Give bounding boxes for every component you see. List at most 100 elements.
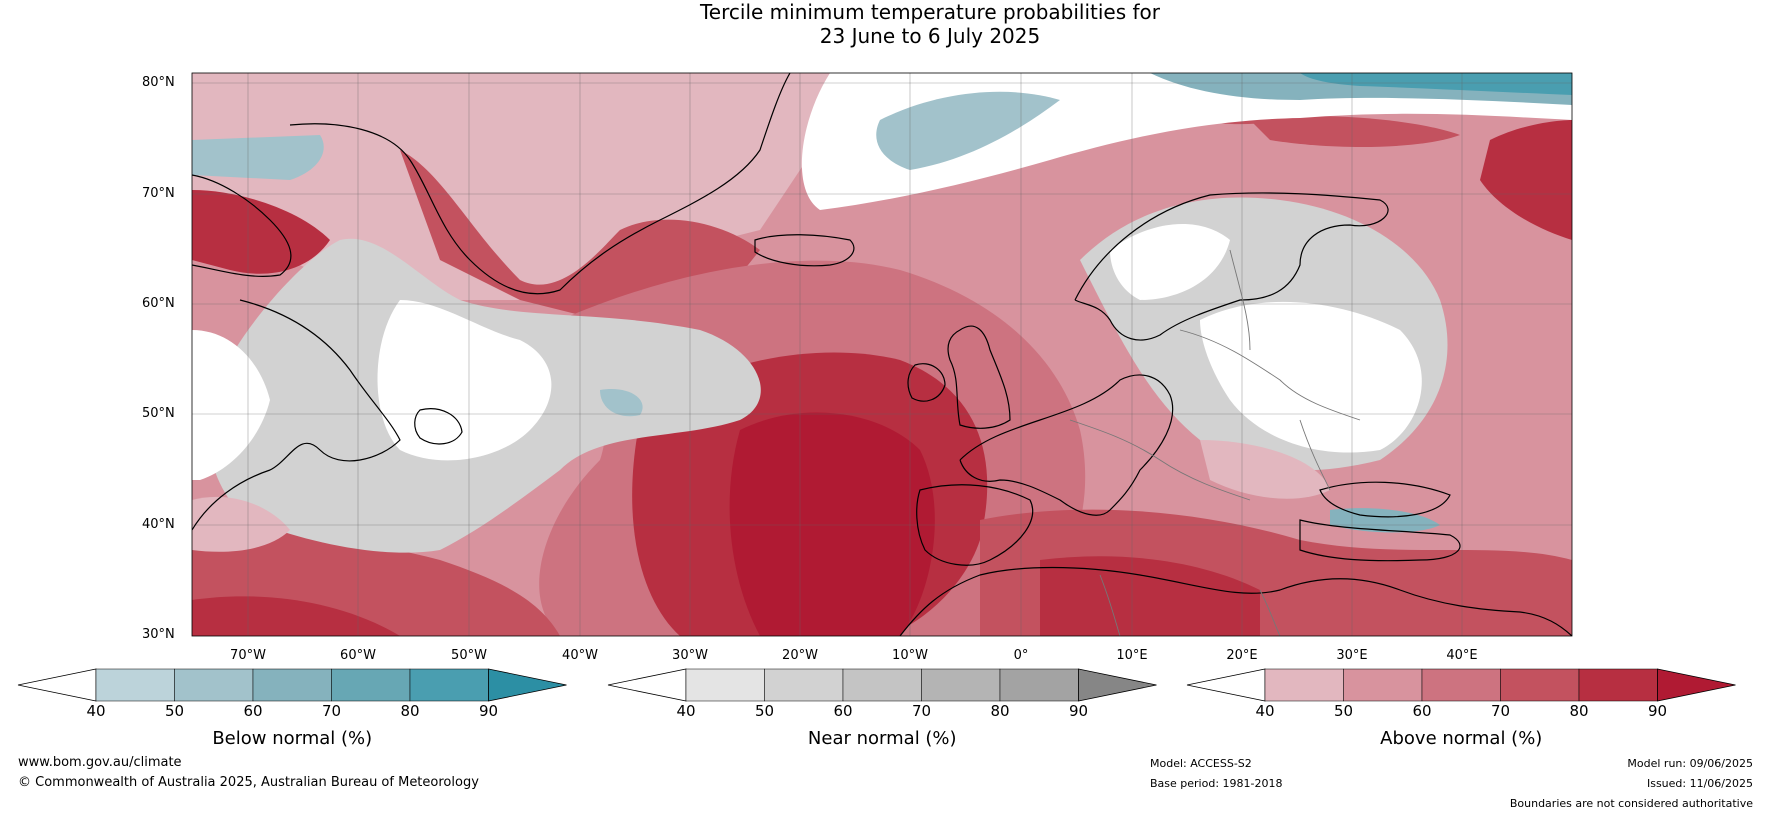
- colorbar-tick-label: 80: [990, 702, 1010, 720]
- colorbars: [17, 668, 1736, 702]
- colorbar-segment: [409, 668, 489, 702]
- map-frame: [191, 72, 1573, 637]
- colorbar-max-extension: [488, 668, 567, 702]
- colorbar-tick-label: 50: [1333, 702, 1354, 720]
- field-patch: [192, 135, 324, 180]
- colorbar-segment: [1264, 668, 1344, 702]
- colorbar-max-extension: [1657, 668, 1736, 702]
- lon-label: 20°W: [782, 648, 818, 663]
- coastline-turkey: [1299, 519, 1461, 562]
- colorbar-tick-label: 90: [478, 702, 499, 720]
- colorbar-tick-label: 80: [400, 702, 420, 720]
- colorbar-tick-label: 40: [676, 702, 696, 720]
- colorbar-min-extension: [607, 668, 687, 702]
- footer-model: Model: ACCESS-S2: [1150, 757, 1252, 770]
- colorbar-segment: [1500, 668, 1580, 702]
- footer-url: www.bom.gov.au/climate: [18, 755, 182, 770]
- coastlines: [192, 73, 1572, 636]
- colorbar-tick-label: 90: [1068, 702, 1089, 720]
- colorbar-tick-label: 70: [1490, 702, 1511, 720]
- border-line: [1099, 574, 1121, 636]
- field-patch: [1480, 120, 1572, 240]
- border-line: [1229, 249, 1251, 351]
- lat-label-50: 50°N: [142, 406, 175, 421]
- field-patch: [192, 496, 290, 552]
- colorbar-segment: [764, 668, 844, 702]
- colorbar-title: Below normal (%): [212, 728, 373, 749]
- colorbar-title: Near normal (%): [807, 728, 957, 749]
- coastline-iceland: [754, 234, 855, 267]
- colorbar-tick-label: 60: [243, 702, 263, 720]
- border-line: [1299, 419, 1331, 491]
- colorbar-segment: [1578, 668, 1658, 702]
- lon-label: 0°: [1013, 648, 1029, 663]
- colorbar-segment: [685, 668, 765, 702]
- border-line: [1179, 329, 1361, 421]
- field-patch: [192, 330, 270, 480]
- colorbar-tick-label: 50: [754, 702, 775, 720]
- colorbar-tick-label: 40: [1255, 702, 1275, 720]
- colorbar-tick-label: 40: [86, 702, 106, 720]
- map-area: [192, 73, 1572, 636]
- border-line: [1259, 589, 1281, 636]
- colorbar-tick-label: 70: [911, 702, 932, 720]
- coastline-iberia: [916, 484, 1034, 566]
- lon-label: 40°E: [1446, 648, 1478, 663]
- coastline-british-isles: [947, 325, 1011, 429]
- colorbar-min-extension: [1186, 668, 1266, 702]
- field-patch: [192, 596, 400, 636]
- colorbar-segment: [1343, 668, 1423, 702]
- coastline-north-africa: [899, 566, 1572, 636]
- field-patch: [1250, 115, 1460, 147]
- field-patch: [1110, 223, 1230, 300]
- colorbar-segment: [252, 668, 332, 702]
- colorbar-tick-label: 60: [833, 702, 853, 720]
- footer-base-period: Base period: 1981-2018: [1150, 777, 1283, 790]
- field-patch: [1300, 73, 1572, 95]
- coastline-greenland: [289, 73, 791, 295]
- title-line-2: 23 June to 6 July 2025: [819, 24, 1041, 48]
- footer-issued: Issued: 11/06/2025: [1646, 777, 1753, 790]
- lon-label: 10°E: [1116, 648, 1148, 663]
- field-patch: [1040, 556, 1260, 636]
- lon-label: 50°W: [451, 648, 487, 663]
- coastline-baffin: [192, 174, 292, 277]
- colorbar-tick-label: 80: [1569, 702, 1589, 720]
- lat-label-70: 70°N: [142, 186, 175, 201]
- field-patch: [729, 412, 935, 636]
- lat-label-30: 30°N: [142, 627, 175, 642]
- field-patch: [192, 190, 330, 274]
- lon-label: 30°W: [672, 648, 708, 663]
- colorbar-segment: [331, 668, 411, 702]
- coastline-black-sea: [1319, 481, 1451, 518]
- colorbar-segment: [842, 668, 922, 702]
- colorbar-tick-label: 60: [1412, 702, 1432, 720]
- colorbar-segment: [1421, 668, 1501, 702]
- field-patch: [600, 389, 643, 417]
- lat-label-60: 60°N: [142, 296, 175, 311]
- colorbar-tick-label: 70: [321, 702, 342, 720]
- field-patch: [377, 300, 552, 461]
- lon-label: 70°W: [230, 648, 266, 663]
- colorbar-max-extension: [1078, 668, 1157, 702]
- country-borders: [1069, 249, 1361, 636]
- lon-label: 20°E: [1226, 648, 1258, 663]
- coastline-ireland: [907, 363, 946, 402]
- footer-disclaimer: Boundaries are not considered authoritat…: [1509, 797, 1753, 810]
- colorbar-segment: [921, 668, 1001, 702]
- colorbar-segment: [174, 668, 254, 702]
- map-title: Tercile minimum temperature probabilitie…: [0, 0, 1770, 48]
- field-patch: [1200, 440, 1330, 499]
- colorbar-title: Above normal (%): [1380, 728, 1543, 749]
- border-line: [1069, 419, 1251, 501]
- colorbar-tick-label: 90: [1647, 702, 1668, 720]
- colorbar-min-extension: [17, 668, 97, 702]
- coastline-labrador: [192, 299, 401, 531]
- coastline-scandinavia: [1074, 192, 1389, 341]
- coastline-newfoundland: [414, 408, 463, 445]
- lat-label-80: 80°N: [142, 75, 175, 90]
- lon-label: 60°W: [340, 648, 376, 663]
- lon-label: 30°E: [1336, 648, 1368, 663]
- footer-copyright: © Commonwealth of Australia 2025, Austra…: [18, 775, 479, 790]
